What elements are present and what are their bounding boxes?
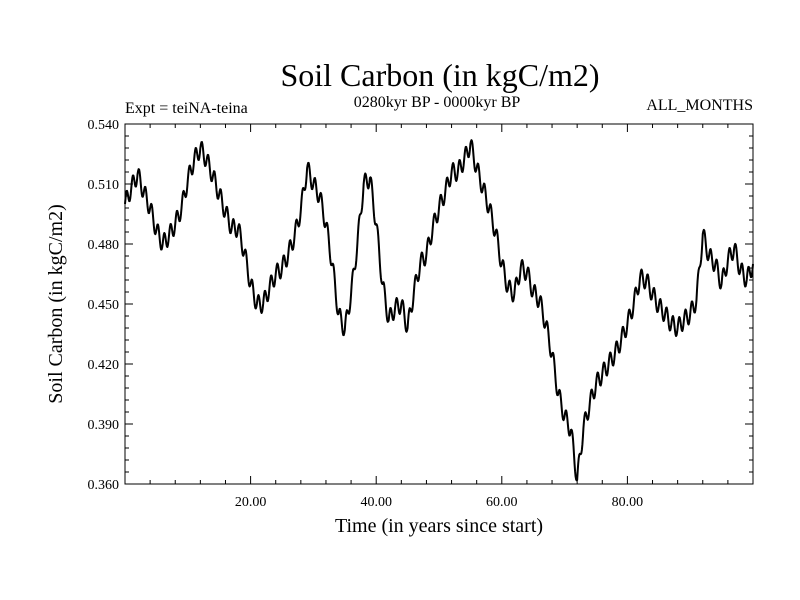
x-axis-ticks — [149, 124, 729, 484]
y-tick-label: 0.540 — [88, 118, 120, 133]
experiment-label: Expt = teiNA-teina — [125, 100, 248, 117]
y-tick-label: 0.510 — [88, 178, 120, 193]
y-tick-label: 0.480 — [88, 238, 120, 253]
y-tick-label: 0.450 — [88, 298, 120, 313]
x-tick-label: 80.00 — [612, 495, 644, 510]
x-tick-label: 20.00 — [235, 495, 267, 510]
y-tick-label: 0.420 — [88, 358, 120, 373]
chart-title: Soil Carbon (in kgC/m2) — [280, 57, 599, 93]
x-axis-label: Time (in years since start) — [335, 515, 543, 537]
y-axis-label: Soil Carbon (in kgC/m2) — [45, 204, 67, 403]
months-label: ALL_MONTHS — [646, 97, 753, 114]
plot-frame — [124, 123, 754, 485]
time-range-label: 0280kyr BP - 0000kyr BP — [354, 94, 521, 111]
x-axis-tick-labels: 20.00 40.00 60.00 80.00 — [235, 495, 643, 510]
y-tick-label: 0.360 — [88, 478, 120, 493]
x-tick-label: 40.00 — [360, 495, 392, 510]
y-tick-label: 0.390 — [88, 418, 120, 433]
y-axis-tick-labels: 0.360 0.390 0.420 0.450 0.480 0.510 0.540 — [88, 118, 120, 493]
x-tick-label: 60.00 — [486, 495, 518, 510]
series-line-soil-carbon — [124, 139, 754, 482]
